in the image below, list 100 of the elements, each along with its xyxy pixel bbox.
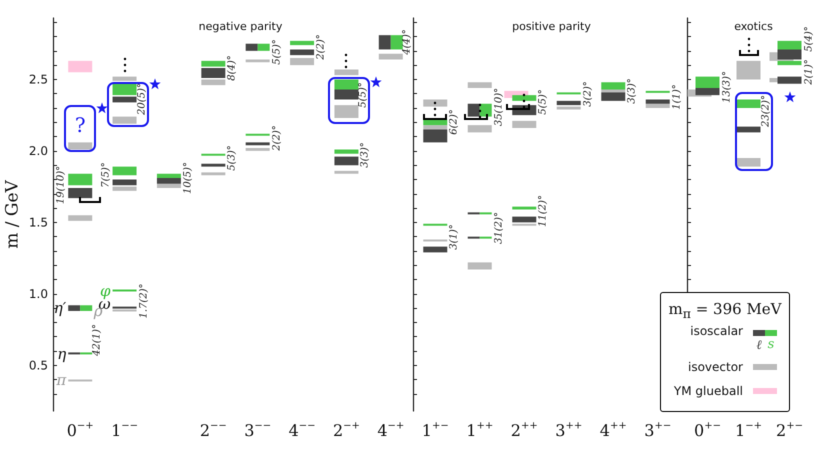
bar (334, 89, 358, 100)
bar (112, 76, 137, 81)
bar (423, 99, 448, 107)
annotation: isoscalar (690, 324, 743, 338)
x-tick-label: 3++ (555, 420, 582, 440)
annotation: 7(5)° (100, 162, 112, 188)
annotation: 13(3)° (721, 70, 732, 103)
x-tick-label: 3−− (244, 420, 272, 440)
bar (68, 215, 92, 221)
bar (201, 68, 226, 78)
y-tick-label: 2.0 (28, 144, 48, 158)
bar (512, 206, 536, 210)
bar (112, 179, 137, 186)
x-tick-label: 2−− (200, 420, 227, 440)
annotation: 5(3)° (226, 145, 238, 171)
bar (246, 44, 258, 51)
bar (468, 125, 492, 132)
annotation: ? (74, 113, 86, 138)
bar (156, 184, 181, 188)
annotation: 6(2)° (448, 110, 460, 136)
bar (334, 170, 358, 174)
bar (290, 58, 314, 66)
x-tick-label: 1+− (422, 420, 449, 440)
bar (68, 142, 92, 150)
annotation: 20(5)° (136, 84, 148, 116)
annotation: 3(1)° (448, 224, 460, 250)
bar (378, 54, 403, 60)
bar (68, 60, 92, 72)
annotation: 10(5)° (182, 162, 194, 194)
bar (246, 59, 270, 62)
chart-title: positive parity (512, 20, 592, 33)
bar (80, 305, 92, 311)
annotation: 31(2)° (493, 212, 504, 244)
bar (112, 166, 137, 176)
chart-title: negative parity (198, 20, 283, 33)
annotation: η′ (54, 299, 66, 318)
annotation: 1(1)° (671, 84, 682, 110)
annotation: 2(2)° (316, 34, 327, 60)
bar (390, 35, 403, 50)
bar (556, 100, 581, 106)
text: s (768, 337, 774, 352)
bar (468, 82, 492, 88)
bar (480, 104, 492, 117)
annotation: 8(4)° (226, 55, 238, 81)
bar (423, 129, 448, 142)
annotation: 19(10)° (56, 166, 67, 204)
bar (334, 156, 358, 166)
legend-title: m$_{π}$ = 396 MeV (667, 300, 783, 321)
bar (112, 84, 137, 96)
annotation: 2(2)° (271, 125, 282, 151)
annotation: 35(10)° (493, 87, 504, 126)
annotation: 23(2)° (760, 94, 771, 127)
annotation: 5(4)° (803, 26, 814, 52)
bar (68, 305, 80, 311)
bar (468, 104, 480, 117)
bar (378, 35, 391, 50)
bar (423, 246, 448, 252)
bar (156, 174, 181, 178)
bar (512, 95, 536, 101)
y-tick-label: 0.5 (28, 358, 48, 372)
x-tick-label: 1−− (111, 420, 138, 440)
bar (512, 120, 536, 128)
bar (290, 40, 314, 46)
annotation: 5(5)° (358, 82, 369, 108)
bar (112, 116, 137, 124)
y-tick-label: 1.0 (28, 286, 48, 301)
legend-label: YM glueball (674, 384, 743, 398)
bar (258, 44, 270, 51)
annotation: 3(3)° (360, 142, 371, 168)
y-tick-label: 2.5 (28, 72, 48, 86)
bar (512, 216, 536, 222)
bar (290, 49, 314, 56)
bar (156, 178, 181, 184)
bar (468, 262, 492, 270)
annotation: 42(1)° (92, 324, 103, 356)
bar (68, 188, 92, 198)
x-tick-label: 0+− (694, 420, 721, 440)
x-tick-label: 4++ (600, 420, 627, 440)
annotation: 1.7(2)° (138, 283, 150, 318)
annotation: 5(5)° (538, 90, 549, 116)
bar (246, 148, 270, 151)
x-tick-label: 1++ (466, 420, 494, 440)
x-tick-label: 4−+ (377, 420, 404, 440)
y-tick-label: 1.5 (28, 215, 48, 230)
annotation: 5(5)° (271, 40, 282, 66)
x-tick-label: 0−+ (66, 420, 94, 440)
chart-title: exotics (734, 20, 774, 33)
bar (646, 104, 670, 108)
bar (334, 69, 358, 76)
bar (646, 99, 670, 104)
x-tick-label: 2−+ (332, 420, 360, 440)
bar (423, 125, 448, 130)
bar (601, 89, 626, 92)
legend-label: isovector (688, 360, 743, 374)
bar (112, 96, 137, 102)
bar (334, 105, 358, 118)
annotation: π (56, 370, 66, 389)
bar (68, 174, 92, 186)
x-tick-label: 4−− (288, 420, 316, 440)
bar (201, 60, 226, 67)
